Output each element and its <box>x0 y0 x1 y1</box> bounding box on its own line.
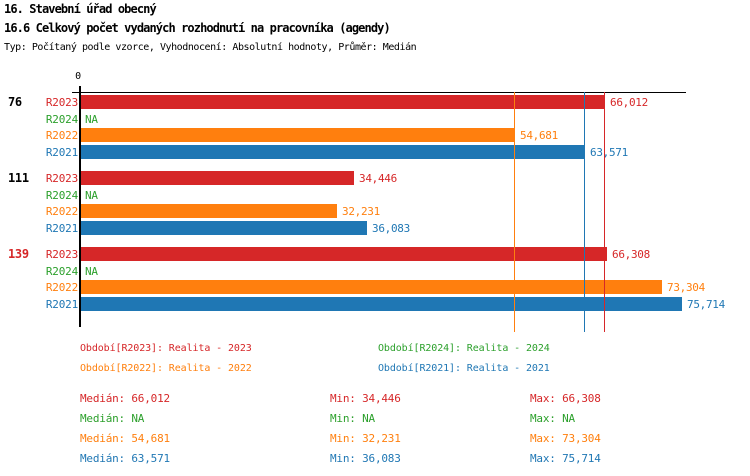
stat-min-r2023: Min: 34,446 <box>330 392 401 405</box>
bar-r2021 <box>81 221 367 235</box>
group-label: 139 <box>8 247 29 261</box>
median-line-r2023 <box>604 92 605 332</box>
bar-value-label: 66,012 <box>610 96 648 109</box>
stat-min-r2021: Min: 36,083 <box>330 452 401 465</box>
series-row-label: R2022 <box>45 129 78 142</box>
bar-value-label: NA <box>85 189 98 202</box>
series-row-label: R2024 <box>45 113 78 126</box>
bar-value-label: 32,231 <box>342 205 380 218</box>
bar-value-label: 73,304 <box>667 281 705 294</box>
axis-zero-label: 0 <box>75 71 81 82</box>
stat-median-r2022: Medián: 54,681 <box>80 432 170 445</box>
series-row-label: R2023 <box>45 248 78 261</box>
series-row-label: R2024 <box>45 189 78 202</box>
series-row-label: R2021 <box>45 222 78 235</box>
median-line-r2021 <box>584 92 585 332</box>
bar-r2022 <box>81 280 662 294</box>
series-row-label: R2021 <box>45 298 78 311</box>
stat-max-r2022: Max: 73,304 <box>530 432 601 445</box>
chart-title: 16.6 Celkový počet vydaných rozhodnutí n… <box>4 21 391 35</box>
group-label: 111 <box>8 171 29 185</box>
legend-item-r2021: Období[R2021]: Realita - 2021 <box>378 363 550 374</box>
group-label: 76 <box>8 95 22 109</box>
bar-value-label: 36,083 <box>372 222 410 235</box>
bar-r2021 <box>81 297 682 311</box>
series-row-label: R2021 <box>45 146 78 159</box>
bar-value-label: 75,714 <box>687 298 725 311</box>
bar-value-label: 66,308 <box>612 248 650 261</box>
report-section-title: 16. Stavební úřad obecný <box>4 2 157 16</box>
stat-median-r2021: Medián: 63,571 <box>80 452 170 465</box>
bar-value-label: 34,446 <box>359 172 397 185</box>
chart-subtitle: Typ: Počítaný podle vzorce, Vyhodnocení:… <box>4 42 417 53</box>
median-line-r2022 <box>514 92 515 332</box>
bar-value-label: NA <box>85 265 98 278</box>
stat-min-r2022: Min: 32,231 <box>330 432 401 445</box>
legend-item-r2022: Období[R2022]: Realita - 2022 <box>80 363 252 374</box>
series-row-label: R2023 <box>45 96 78 109</box>
bar-r2021 <box>81 145 585 159</box>
stat-max-r2023: Max: 66,308 <box>530 392 601 405</box>
bar-r2023 <box>81 95 605 109</box>
stat-max-r2024: Max: NA <box>530 412 575 425</box>
legend-item-r2024: Období[R2024]: Realita - 2024 <box>378 343 550 354</box>
bar-r2023 <box>81 247 607 261</box>
series-row-label: R2022 <box>45 205 78 218</box>
stat-min-r2024: Min: NA <box>330 412 375 425</box>
bar-r2023 <box>81 171 354 185</box>
bar-r2022 <box>81 204 337 218</box>
stat-max-r2021: Max: 75,714 <box>530 452 601 465</box>
y-axis-line <box>79 86 81 327</box>
stat-median-r2024: Medián: NA <box>80 412 145 425</box>
x-axis-line <box>72 92 686 93</box>
bar-value-label: NA <box>85 113 98 126</box>
stat-median-r2023: Medián: 66,012 <box>80 392 170 405</box>
series-row-label: R2023 <box>45 172 78 185</box>
series-row-label: R2024 <box>45 265 78 278</box>
bar-value-label: 63,571 <box>590 146 628 159</box>
bar-value-label: 54,681 <box>520 129 558 142</box>
series-row-label: R2022 <box>45 281 78 294</box>
legend-item-r2023: Období[R2023]: Realita - 2023 <box>80 343 252 354</box>
bar-r2022 <box>81 128 515 142</box>
